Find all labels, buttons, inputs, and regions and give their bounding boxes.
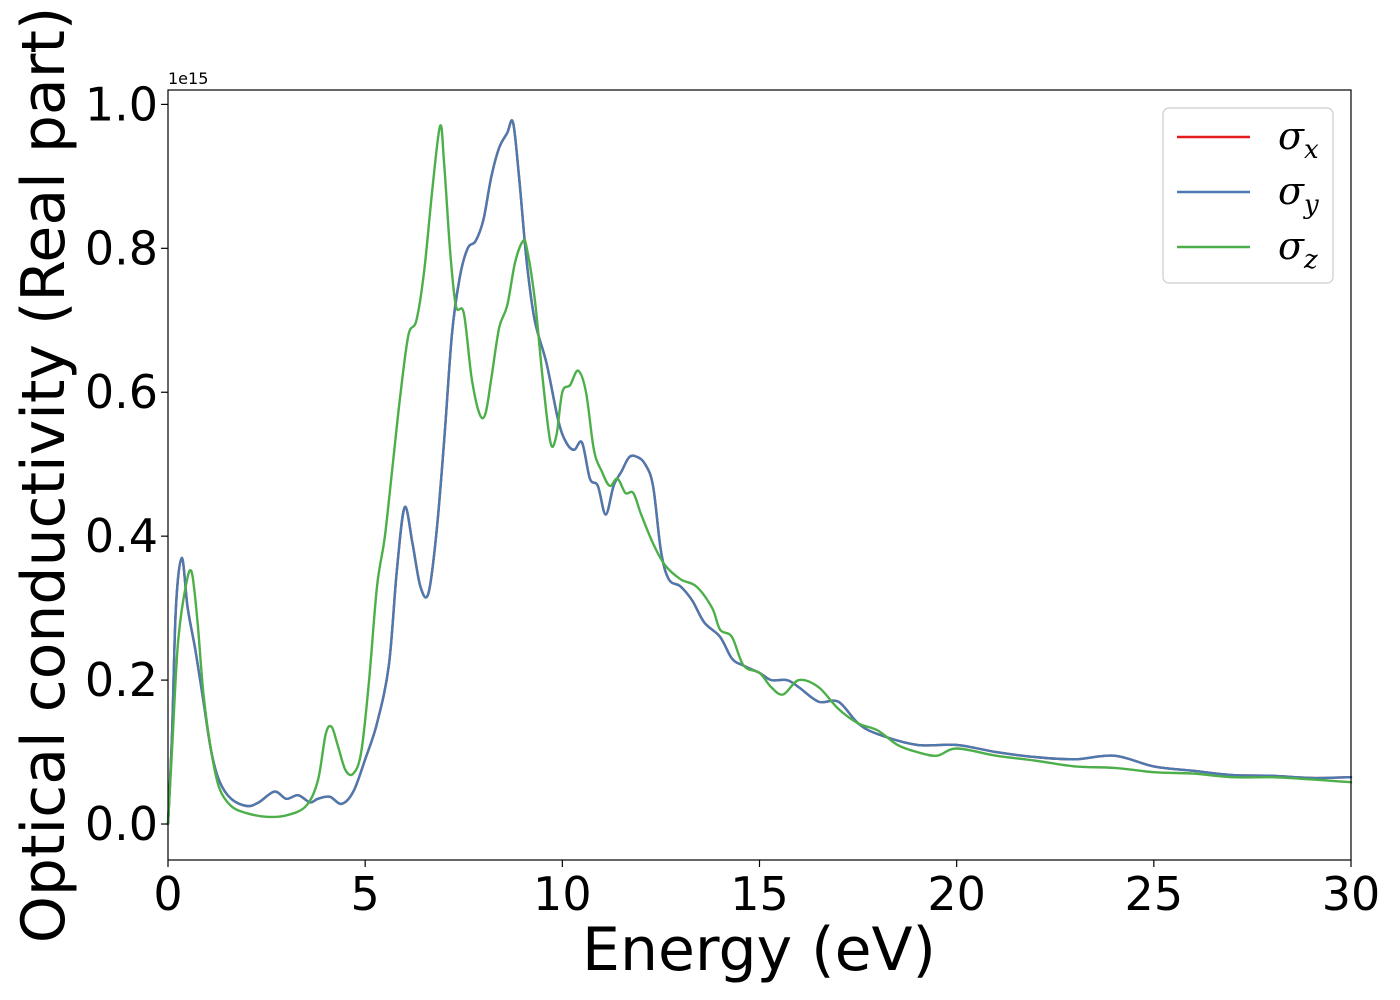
y-tick-label: 0.8 — [85, 221, 158, 275]
legend-box — [1162, 107, 1334, 284]
y-tick-label: 0.2 — [85, 653, 158, 707]
x-axis-title: Energy (eV) — [582, 915, 936, 985]
x-tick-label: 30 — [1322, 867, 1381, 921]
y-axis-title: Optical conductivity (Real part) — [9, 7, 79, 944]
axis-ticks: 0 5 10 15 20 25 30 0.0 0.2 0.4 0.6 0.8 1.0 — [85, 77, 1380, 921]
y-tick-label: 0.0 — [85, 797, 158, 851]
series-line-y — [166, 119, 1353, 826]
legend-label-z: σz — [1278, 224, 1318, 275]
y-axis-offset-label: 1e15 — [168, 69, 208, 88]
x-tick-label: 5 — [351, 867, 380, 921]
x-tick-label: 15 — [730, 867, 789, 921]
y-tick-label: 0.4 — [85, 509, 158, 563]
x-tick-label: 10 — [533, 867, 592, 921]
y-tick-label: 1.0 — [85, 77, 158, 131]
legend-label-y: σy — [1278, 169, 1319, 220]
y-tick-label: 0.6 — [85, 365, 158, 419]
x-tick-label: 0 — [153, 867, 182, 921]
legend-label-x: σx — [1278, 114, 1319, 165]
series-lines — [166, 119, 1353, 826]
x-tick-label: 25 — [1125, 867, 1184, 921]
series-line-z — [166, 124, 1353, 826]
x-tick-label: 20 — [927, 867, 986, 921]
